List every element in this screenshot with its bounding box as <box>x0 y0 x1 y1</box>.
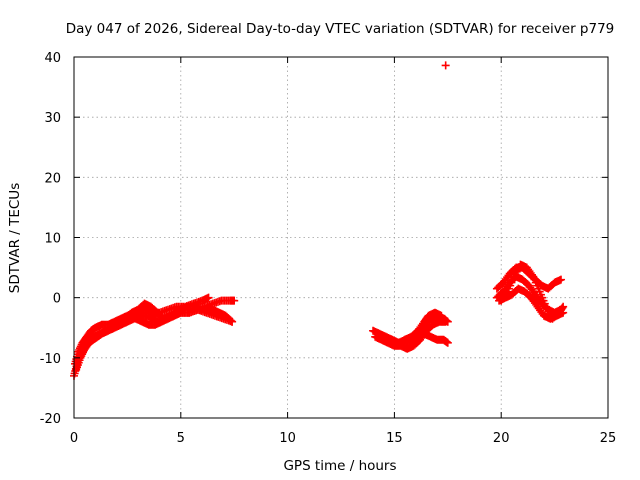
x-tick-label: 5 <box>177 431 185 446</box>
data-point <box>527 270 536 279</box>
data-point <box>559 302 568 311</box>
x-tick-label: 10 <box>279 431 296 446</box>
grid <box>74 57 608 418</box>
series-track-4 <box>112 305 237 329</box>
y-tick-label: 10 <box>44 232 61 247</box>
data-point <box>443 317 452 326</box>
axis-ticks <box>73 56 609 419</box>
y-axis-title: SDTVAR / TECUs <box>7 183 23 293</box>
series-track-8 <box>394 308 446 347</box>
data-point <box>78 350 87 359</box>
data-point <box>77 352 86 361</box>
data-point <box>558 303 567 312</box>
data-point <box>557 275 566 284</box>
data-point <box>443 338 452 347</box>
x-axis-title: GPS time / hours <box>283 458 396 474</box>
data-point <box>204 293 213 302</box>
y-tick-label: -10 <box>40 352 61 367</box>
x-tick-label: 25 <box>600 431 617 446</box>
data-points <box>70 61 568 380</box>
y-tick-label: 40 <box>44 51 61 66</box>
chart-title: Day 047 of 2026, Sidereal Day-to-day VTE… <box>66 21 615 37</box>
y-tick-label: 0 <box>53 292 61 307</box>
data-point <box>502 289 511 298</box>
data-point <box>437 311 446 320</box>
series-outlier <box>441 61 450 70</box>
x-tick-label: 20 <box>493 431 510 446</box>
tick-labels: 0 5 10 15 20 25 -20 -10 0 10 20 30 40 <box>40 51 617 446</box>
data-point <box>228 317 237 326</box>
data-point <box>78 348 87 357</box>
x-tick-label: 0 <box>70 431 78 446</box>
y-tick-label: 30 <box>44 111 61 126</box>
y-tick-label: -20 <box>40 412 61 427</box>
x-tick-label: 15 <box>386 431 403 446</box>
data-point <box>230 296 239 305</box>
data-point <box>441 61 450 70</box>
y-tick-label: 20 <box>44 171 61 186</box>
series-track-12 <box>497 260 568 323</box>
